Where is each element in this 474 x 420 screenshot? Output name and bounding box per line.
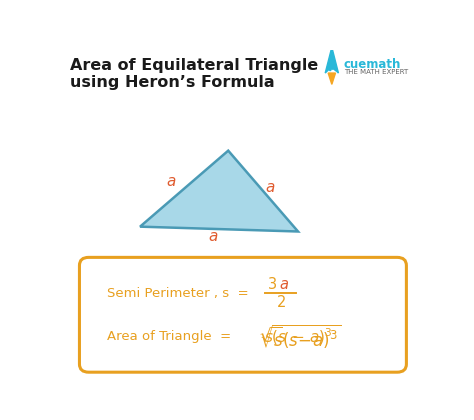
Text: 2: 2 (277, 295, 286, 310)
Polygon shape (328, 73, 336, 84)
Text: cuemath: cuemath (344, 58, 401, 71)
Text: a: a (209, 229, 218, 244)
Text: THE MATH EXPERT: THE MATH EXPERT (344, 69, 408, 75)
Text: $\sqrt{\mathregular{\ }}$: $\sqrt{\mathregular{\ }}$ (259, 327, 283, 346)
FancyBboxPatch shape (80, 257, 406, 372)
Text: $s(s\/-\/a)^3$: $s(s\/-\/a)^3$ (264, 326, 333, 347)
Text: using Heron’s Formula: using Heron’s Formula (70, 75, 275, 89)
Text: a: a (166, 174, 176, 189)
Text: 3: 3 (268, 276, 277, 291)
Polygon shape (325, 47, 338, 73)
Text: $\sqrt{s(s\!-\!a)^3}$: $\sqrt{s(s\!-\!a)^3}$ (259, 322, 342, 351)
Text: Area of Triangle  =: Area of Triangle = (107, 330, 231, 343)
Text: Semi Perimeter , s  =: Semi Perimeter , s = (107, 286, 249, 299)
Polygon shape (140, 151, 298, 231)
Text: a: a (266, 180, 275, 195)
Text: a: a (280, 276, 289, 291)
Text: Area of Equilateral Triangle: Area of Equilateral Triangle (70, 58, 319, 74)
